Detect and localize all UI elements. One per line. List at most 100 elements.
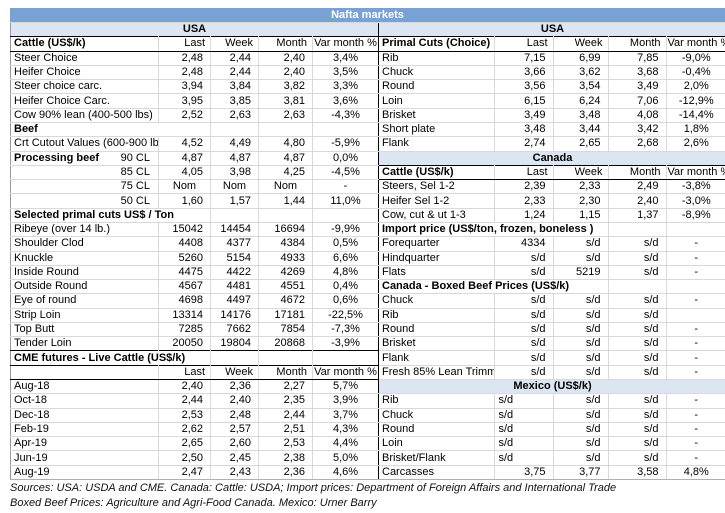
cell-week: 3,62 — [553, 64, 609, 80]
cell-last: 3,95 — [158, 93, 211, 109]
row-label: Rib — [379, 307, 495, 323]
table-row: Chuck s/d s/d s/d - — [379, 407, 725, 423]
cell-last: Nom — [158, 179, 211, 194]
cell-month: 7854 — [258, 321, 313, 337]
section-title-label: CME futures - Live Cattle (US$/k) — [10, 350, 211, 366]
table-row: Round s/d s/d s/d - — [379, 321, 725, 337]
cell-month: 4,25 — [258, 164, 313, 180]
cell-last: 1,60 — [158, 193, 211, 209]
empty-cell — [312, 207, 379, 223]
row-label: Rib — [379, 393, 495, 409]
row-label: Round — [379, 421, 495, 437]
cell-last: 2,53 — [158, 407, 211, 423]
cell-week: s/d — [553, 421, 609, 437]
table-row: Processing beef 90 CL 4,87 4,87 4,87 0,0% — [10, 150, 379, 166]
sources-line-2: Boxed Beef Prices: Agriculture and Agri-… — [10, 496, 377, 509]
cell-last: 15042 — [158, 221, 211, 237]
cell-week: 4422 — [210, 264, 259, 280]
row-label: Crt Cutout Values (600-900 lbs) — [10, 136, 159, 152]
header-row-label: Cattle (US$/k) — [10, 36, 159, 52]
cell-week: s/d — [553, 293, 609, 309]
cell-last: 4,87 — [158, 150, 211, 166]
cell-last: 3,66 — [494, 64, 554, 80]
cell-last: 3,56 — [494, 79, 554, 94]
table-row: Flats s/d 5219 s/d - — [379, 264, 725, 280]
table-row: Top Butt 7285 7662 7854 -7,3% — [10, 321, 379, 337]
cell-last: s/d — [494, 407, 554, 423]
cell-last: s/d — [494, 364, 554, 380]
cell-week: 2,33 — [553, 179, 609, 194]
cell-var: 4,3% — [312, 421, 379, 437]
header-row-label: Cattle (US$/k) — [379, 164, 495, 181]
table-row: Steer choice carc. 3,94 3,84 3,82 3,3% — [10, 79, 379, 94]
row-label: Ribeye (over 14 lb.) — [10, 221, 159, 237]
cell-last: s/d — [494, 421, 554, 437]
row-label: Outside Round — [10, 279, 159, 294]
cell-month: 2,38 — [258, 450, 313, 466]
column-header-var: Var month % — [666, 164, 725, 181]
cell-last: s/d — [494, 350, 554, 366]
cell-var: -4,3% — [312, 107, 379, 123]
cell-var: 3,4% — [312, 50, 379, 66]
cell-month: s/d — [608, 307, 667, 323]
cell-var: - — [312, 179, 379, 194]
cell-week: 4,49 — [210, 136, 259, 152]
table-row: Flank 2,74 2,65 2,68 2,6% — [379, 136, 725, 152]
cell-last: 4698 — [158, 293, 211, 309]
table-row: Carcasses 3,75 3,77 3,58 4,8% — [379, 464, 725, 481]
table-row: Brisket s/d s/d s/d - — [379, 336, 725, 351]
row-label: Steers, Sel 1-2 — [379, 179, 495, 194]
cell-last: 2,62 — [158, 421, 211, 437]
cell-week: 14176 — [210, 307, 259, 323]
cell-week: s/d — [553, 450, 609, 466]
table-row: Heifer Sel 1-2 2,33 2,30 2,40 -3,0% — [379, 193, 725, 209]
table-row: Steers, Sel 1-2 2,39 2,33 2,49 -3,8% — [379, 179, 725, 194]
table-row: Loin s/d s/d s/d - — [379, 436, 725, 451]
cell-week: 1,15 — [553, 207, 609, 223]
table-row: Eye of round 4698 4497 4672 0,6% — [10, 293, 379, 309]
table-row: Short plate 3,48 3,44 3,42 1,8% — [379, 121, 725, 137]
cell-last: 4475 — [158, 264, 211, 280]
row-label: Chuck — [379, 407, 495, 423]
row-label: Chuck — [379, 64, 495, 80]
row-label: Loin — [379, 93, 495, 109]
cell-var: -8,9% — [666, 207, 725, 223]
column-header-month: Month — [608, 36, 667, 52]
cell-week: s/d — [553, 307, 609, 323]
cell-month: 20868 — [258, 336, 313, 351]
cell-var: 4,4% — [312, 436, 379, 451]
cell-month: 4,87 — [258, 150, 313, 166]
row-label: Brisket — [379, 107, 495, 123]
cell-var: 0,4% — [312, 279, 379, 294]
cell-last: 2,48 — [158, 64, 211, 80]
left-table-usa: USA Cattle (US$/k) Last Week Month Var month … — [10, 21, 379, 481]
cell-month: 2,44 — [258, 407, 313, 423]
empty-cell — [258, 121, 313, 137]
cell-last: 20050 — [158, 336, 211, 351]
cell-var: -0,4% — [666, 64, 725, 80]
cell-week: s/d — [553, 336, 609, 351]
cell-month: 2,68 — [608, 136, 667, 152]
row-label: Oct-18 — [10, 393, 159, 409]
table-row: Outside Round 4567 4481 4551 0,4% — [10, 279, 379, 294]
row-label: Short plate — [379, 121, 495, 137]
cell-week: 3,54 — [553, 79, 609, 94]
row-label: Flank — [379, 350, 495, 366]
cell-month: 3,49 — [608, 79, 667, 94]
cell-week: 6,24 — [553, 93, 609, 109]
cell-month: s/d — [608, 450, 667, 466]
row-label: Forequarter — [379, 236, 495, 251]
cell-var: -3,0% — [666, 193, 725, 209]
cell-week: 1,57 — [210, 193, 259, 209]
row-label: 85 CL — [10, 164, 159, 180]
cell-week: s/d — [553, 236, 609, 251]
cell-month: 3,68 — [608, 64, 667, 80]
cell-last: 6,15 — [494, 93, 554, 109]
row-label: Eye of round — [10, 293, 159, 309]
cell-month: s/d — [608, 421, 667, 437]
cell-var: -3,9% — [312, 336, 379, 351]
cell-var: 0,6% — [312, 293, 379, 309]
cell-var: -9,9% — [312, 221, 379, 237]
empty-cell — [258, 350, 313, 366]
row-label: Aug-19 — [10, 464, 159, 481]
